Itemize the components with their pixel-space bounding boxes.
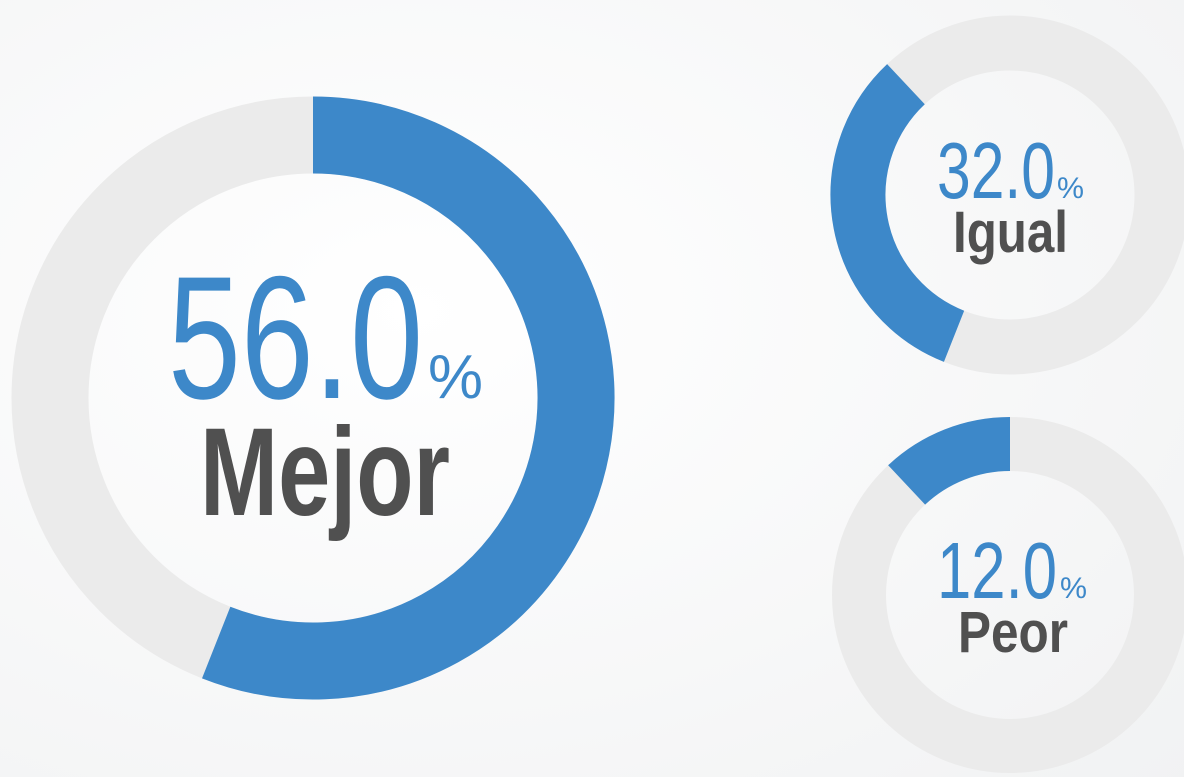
- donut-arc: [888, 417, 1011, 506]
- value-label: 12.0: [937, 526, 1057, 615]
- value-label: 32.0: [937, 126, 1055, 215]
- unit-label: %: [1060, 572, 1087, 605]
- category-label: Igual: [953, 200, 1068, 265]
- unit-label: %: [428, 343, 483, 412]
- category-label: Mejor: [200, 403, 450, 542]
- donut-arc: [830, 64, 965, 362]
- category-label: Peor: [958, 600, 1068, 665]
- value-label: 56.0: [168, 241, 423, 436]
- unit-label: %: [1057, 172, 1084, 205]
- donut-arc: [202, 96, 615, 700]
